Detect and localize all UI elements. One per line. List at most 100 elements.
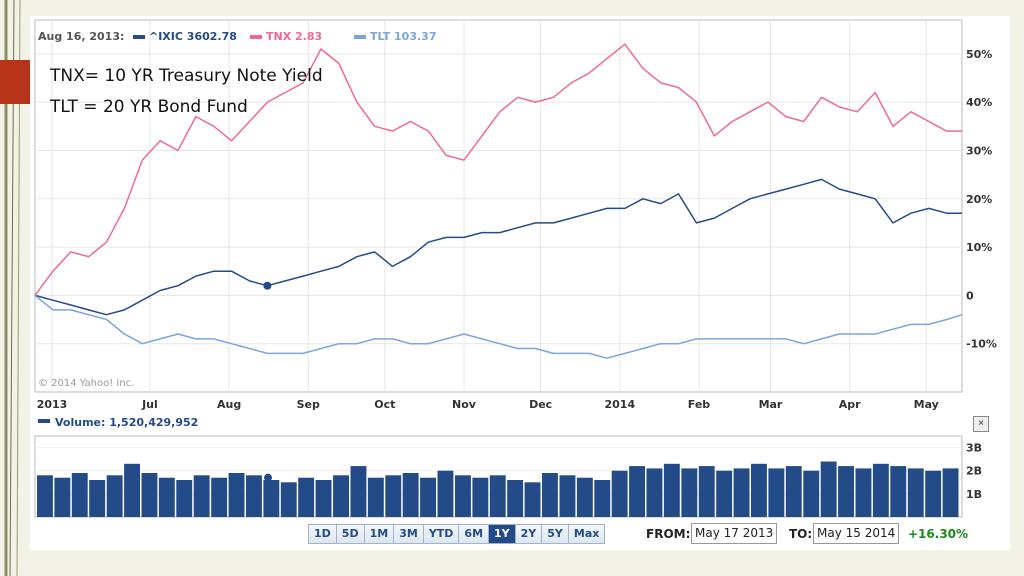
- volume-bar: [385, 475, 402, 517]
- volume-bar: [594, 480, 611, 517]
- close-icon[interactable]: ×: [973, 416, 989, 432]
- volume-bar: [855, 468, 872, 517]
- volume-bar: [907, 468, 924, 517]
- volume-bar: [524, 482, 541, 517]
- from-date-field[interactable]: May 17 2013: [691, 523, 778, 544]
- y-tick-label: 40%: [966, 96, 992, 109]
- volume-bar: [542, 473, 558, 517]
- volume-bar: [646, 468, 663, 517]
- volume-bar: [437, 470, 454, 517]
- volume-bar: [54, 477, 71, 517]
- volume-bar: [89, 480, 106, 517]
- volume-tick-label: 1B: [966, 488, 982, 501]
- range-button-1d[interactable]: 1D: [309, 525, 337, 543]
- legend-tnx: TNX 2.83: [266, 30, 322, 43]
- x-tick-label: Mar: [759, 398, 783, 411]
- x-tick-label: Dec: [529, 398, 552, 411]
- range-button-ytd[interactable]: YTD: [423, 525, 460, 543]
- x-tick-label: Nov: [452, 398, 477, 411]
- volume-bar: [611, 470, 628, 517]
- volume-bar: [298, 477, 315, 517]
- volume-bar: [71, 473, 88, 517]
- volume-bar: [158, 477, 175, 517]
- x-tick-label: Oct: [374, 398, 395, 411]
- volume-bar: [872, 463, 889, 517]
- series-line-tnx: [34, 43, 962, 296]
- volume-bar: [211, 477, 228, 517]
- volume-bar: [768, 468, 785, 517]
- series-lines: [34, 43, 963, 359]
- volume-bar: [803, 470, 820, 517]
- range-button-1y[interactable]: 1Y: [489, 525, 516, 543]
- volume-bar: [820, 461, 837, 517]
- legend-ixic: ^IXIC 3602.78: [149, 30, 237, 43]
- hover-marker: [263, 281, 272, 290]
- volume-bar: [455, 475, 471, 517]
- volume-bar: [785, 466, 802, 517]
- volume-bar: [193, 475, 210, 517]
- main-chart-frame: [34, 19, 963, 393]
- x-tick-label: Sep: [297, 398, 320, 411]
- volume-label: Volume: 1,520,429,952: [55, 416, 198, 429]
- copyright-text: © 2014 Yahoo! Inc.: [38, 378, 134, 389]
- volume-bar: [751, 463, 767, 517]
- x-tick-label: Apr: [839, 398, 861, 411]
- range-button-5y[interactable]: 5Y: [542, 525, 569, 543]
- volume-bar: [106, 475, 123, 517]
- y-tick-label: -10%: [966, 338, 997, 351]
- range-button-5d[interactable]: 5D: [336, 525, 365, 543]
- range-selector: 1D 5D 1M 3M YTD 6M 1Y 2Y 5Y Max: [308, 524, 606, 544]
- x-tick-label: Jul: [141, 398, 158, 411]
- overlay-note-tnx: TNX= 10 YR Treasury Note Yield: [50, 66, 323, 86]
- y-axis-ticks: 50% 40% 30% 20% 10% 0 -10%: [966, 48, 997, 351]
- from-label: FROM:: [646, 527, 691, 541]
- volume-bar: [333, 475, 349, 517]
- volume-bar: [141, 473, 158, 517]
- volume-bar: [576, 477, 593, 517]
- volume-bar: [124, 463, 140, 517]
- y-tick-label: 20%: [966, 193, 992, 206]
- volume-bar: [367, 477, 384, 517]
- legend-swatch-tnx: [250, 35, 262, 39]
- volume-bar: [315, 480, 332, 517]
- volume-bar: [716, 470, 733, 517]
- volume-bar: [350, 466, 367, 517]
- volume-bar: [698, 466, 715, 517]
- range-button-max[interactable]: Max: [568, 525, 605, 543]
- x-tick-label: 2013: [37, 398, 68, 411]
- series-line-ixic: [34, 178, 962, 316]
- y-tick-label: 50%: [966, 48, 992, 61]
- legend-date: Aug 16, 2013:: [38, 30, 124, 43]
- volume-bar: [559, 475, 576, 517]
- volume-bar: [280, 482, 297, 517]
- volume-legend-swatch: [38, 419, 50, 423]
- to-date-field[interactable]: May 15 2014: [813, 523, 900, 544]
- x-tick-label: Aug: [217, 398, 241, 411]
- volume-bar: [263, 480, 280, 517]
- chart-legend: Aug 16, 2013: ^IXIC 3602.78 TNX 2.83 TLT 10…: [38, 30, 436, 43]
- y-tick-label: 10%: [966, 241, 992, 254]
- volume-tick-label: 2B: [966, 465, 982, 478]
- volume-bar: [402, 473, 419, 517]
- volume-bars: [37, 461, 959, 517]
- volume-axis-ticks: 3B 2B 1B: [966, 442, 982, 501]
- range-button-1m[interactable]: 1M: [364, 525, 395, 543]
- volume-bar: [663, 463, 680, 517]
- legend-tlt: TLT 103.37: [370, 30, 436, 43]
- range-button-3m[interactable]: 3M: [394, 525, 424, 543]
- range-button-6m[interactable]: 6M: [459, 525, 490, 543]
- change-percent: +16.30%: [908, 527, 969, 541]
- y-tick-label: 30%: [966, 144, 992, 157]
- x-tick-label: May: [914, 398, 939, 411]
- volume-bar: [681, 468, 698, 517]
- volume-bar: [890, 466, 907, 517]
- volume-bar: [228, 473, 245, 517]
- volume-bar: [37, 475, 53, 517]
- range-button-2y[interactable]: 2Y: [515, 525, 543, 543]
- volume-bar: [246, 475, 262, 517]
- accent-tab: [0, 60, 30, 104]
- series-line-tlt: [34, 294, 963, 359]
- volume-bar: [420, 477, 436, 517]
- plot-area: [34, 19, 963, 393]
